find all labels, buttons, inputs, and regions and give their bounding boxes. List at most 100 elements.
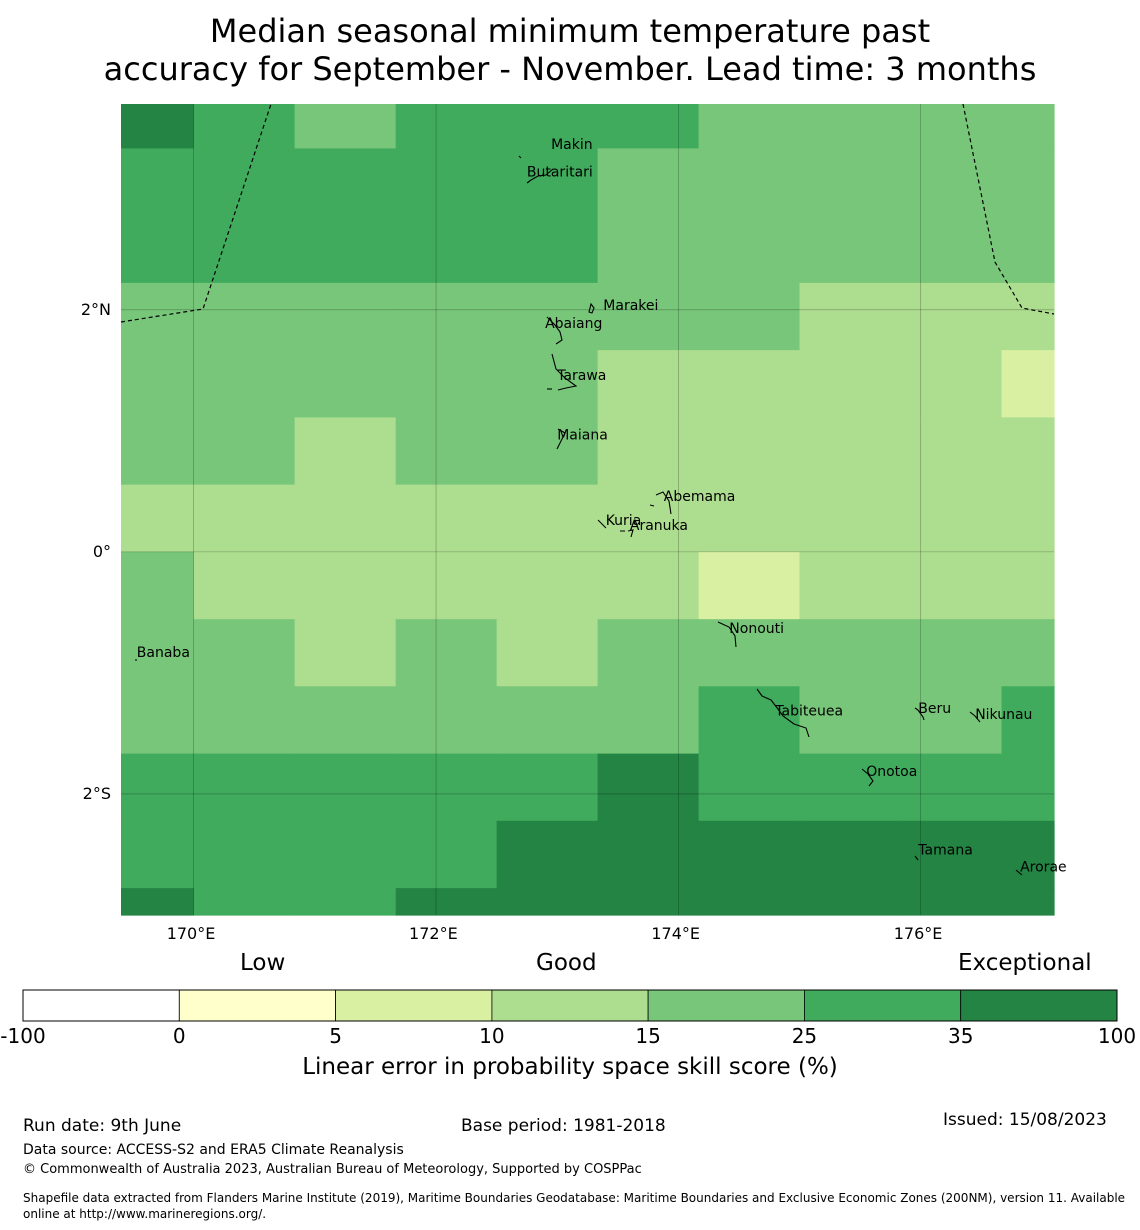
island-outline (597, 519, 607, 529)
grid-cell (294, 551, 397, 620)
title-line-2: accuracy for September - November. Lead … (103, 50, 1037, 88)
island-label-abemama: Abemama (664, 489, 736, 505)
grid-cell (193, 104, 296, 149)
island-outline (969, 711, 981, 723)
grid-cell (799, 350, 901, 418)
grid-cell (597, 148, 700, 284)
grid-cell (900, 282, 1003, 351)
grid-cell (193, 551, 296, 620)
grid-cell (900, 484, 1003, 553)
grid-cell (395, 417, 498, 486)
grid-cell (121, 350, 195, 418)
island-label-maiana: Maiana (557, 427, 608, 443)
grid-cell (294, 350, 397, 418)
grid-cell (496, 417, 599, 486)
colorbar-heading-good: Good (536, 950, 597, 976)
island-outline (1015, 869, 1023, 876)
grid-cell (193, 484, 296, 553)
island-label-arorae: Arorae (1020, 859, 1067, 875)
colorbar-outline (22, 989, 1118, 1022)
grid-cell (395, 551, 498, 620)
grid-cell (1001, 888, 1055, 916)
grid-cell (395, 350, 498, 418)
island-label-nikunau: Nikunau (975, 707, 1032, 723)
y-tick-label: 2°N (80, 299, 111, 319)
grid-cell (294, 148, 397, 284)
grid-cell (496, 686, 599, 755)
grid-cell (193, 417, 296, 486)
grid-cell (1001, 104, 1055, 149)
grid-cell (900, 820, 1003, 889)
grid-cell (900, 619, 1003, 687)
grid-cell (1001, 619, 1055, 687)
grid-cell (121, 753, 195, 822)
grid-cell (597, 753, 700, 822)
grid-cell (698, 753, 801, 822)
grid-cell (900, 686, 1003, 755)
colorbar-heading-exceptional: Exceptional (958, 950, 1092, 976)
grid-cell (294, 619, 397, 687)
grid-cell (496, 148, 599, 284)
grid-cell (121, 148, 195, 284)
grid-cell (597, 104, 700, 149)
grid-cell (799, 148, 901, 284)
grid-cell (698, 417, 801, 486)
colorbar-tick-label: 100 (1097, 1024, 1137, 1048)
colorbar-segment (647, 989, 805, 1022)
island-outline (546, 316, 563, 345)
grid-cell (496, 820, 599, 889)
grid-cell (294, 686, 397, 755)
shapefile-credit-line-1: Shapefile data extracted from Flanders M… (23, 1191, 1126, 1205)
data-source: Data source: ACCESS-S2 and ERA5 Climate … (23, 1142, 404, 1158)
grid-cell (698, 282, 801, 351)
run-date: Run date: 9th June (23, 1116, 182, 1136)
y-tick-label: 2°S (82, 783, 111, 803)
grid-cell (496, 888, 599, 916)
colorbar-tick-label: 25 (791, 1024, 818, 1048)
grid-cell (294, 484, 397, 553)
grid-cell (395, 619, 498, 687)
island-label-tabiteuea: Tabiteuea (774, 703, 843, 719)
island-outline (526, 168, 554, 184)
grid-cell (193, 619, 296, 687)
island-label-onotoa: Onotoa (866, 764, 917, 780)
colorbar-tick-label: 0 (172, 1024, 186, 1048)
grid-cell (496, 753, 599, 822)
grid-cell (496, 104, 599, 149)
grid-cell (1001, 282, 1055, 351)
eez-boundary-west (120, 103, 272, 323)
grid-cell (698, 686, 801, 755)
colorbar-tick-label: -100 (0, 1024, 46, 1048)
grid-cell (698, 148, 801, 284)
grid-cell (900, 753, 1003, 822)
grid-cell (597, 619, 700, 687)
grid-cell (121, 484, 195, 553)
grid-cell (799, 417, 901, 486)
grid-cell (799, 686, 901, 755)
grid-cell (799, 484, 901, 553)
grid-cell (1001, 820, 1055, 889)
grid-cell (597, 551, 700, 620)
y-tick-label: 0° (92, 541, 111, 561)
grid-cell (799, 753, 901, 822)
island-label-tamana: Tamana (917, 843, 972, 859)
grid-cell (193, 350, 296, 418)
island-outline (914, 855, 919, 861)
grid-cell (597, 888, 700, 916)
colorbar-segment (960, 989, 1118, 1022)
grid-cell (698, 888, 801, 916)
island-outline (588, 302, 595, 314)
grid-cell (395, 484, 498, 553)
island-label-marakei: Marakei (603, 298, 658, 314)
title-line-1: Median seasonal minimum temperature past (209, 12, 931, 50)
grid-cell (496, 350, 599, 418)
grid-cell (121, 820, 195, 889)
colorbar-tick-label: 35 (947, 1024, 974, 1048)
grid-cell (294, 820, 397, 889)
grid-cell (1001, 551, 1055, 620)
maritime-boundaries (120, 103, 1055, 323)
grid-cell (597, 282, 700, 351)
grid-cell (1001, 686, 1055, 755)
